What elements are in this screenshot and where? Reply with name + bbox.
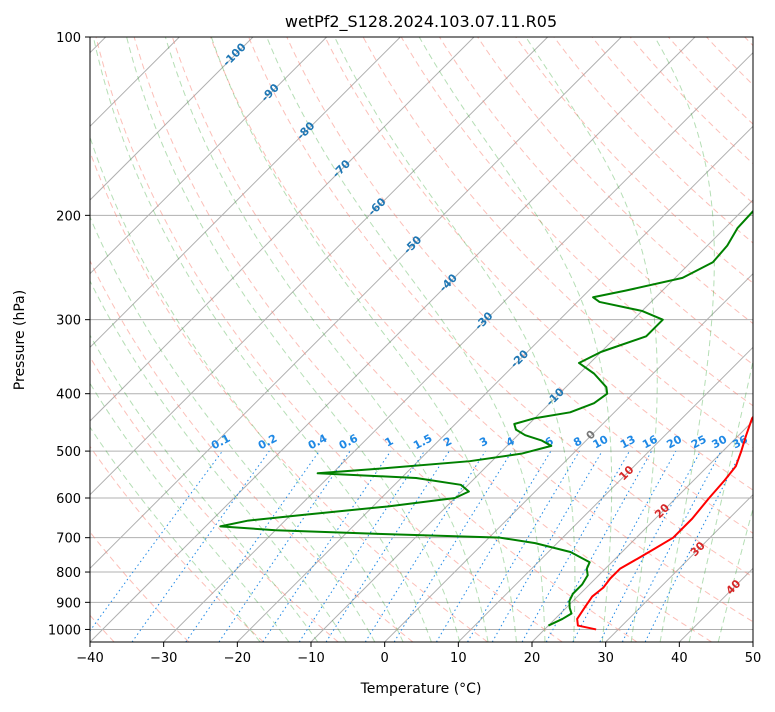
x-tick-label: 40 bbox=[671, 651, 688, 666]
x-tick-label: 30 bbox=[597, 651, 614, 666]
x-tick-label: −10 bbox=[297, 651, 324, 666]
x-tick-label: −30 bbox=[150, 651, 177, 666]
y-tick-label: 900 bbox=[56, 596, 81, 611]
x-tick-label: 10 bbox=[450, 651, 467, 666]
y-tick-label: 100 bbox=[56, 31, 81, 46]
x-tick-label: 50 bbox=[745, 651, 762, 666]
chart-title: wetPf2_S128.2024.103.07.11.R05 bbox=[285, 12, 557, 32]
x-tick-label: −20 bbox=[224, 651, 251, 666]
y-tick-label: 1000 bbox=[48, 623, 81, 638]
y-axis-label: Pressure (hPa) bbox=[12, 290, 28, 390]
x-tick-label: 0 bbox=[381, 651, 389, 666]
y-tick-label: 700 bbox=[56, 532, 81, 547]
y-tick-label: 600 bbox=[56, 492, 81, 507]
x-tick-label: −40 bbox=[76, 651, 103, 666]
x-tick-label: 20 bbox=[524, 651, 541, 666]
y-tick-label: 800 bbox=[56, 566, 81, 581]
y-tick-label: 300 bbox=[56, 314, 81, 329]
x-axis-label: Temperature (°C) bbox=[360, 681, 482, 697]
y-tick-label: 500 bbox=[56, 445, 81, 460]
y-tick-label: 400 bbox=[56, 388, 81, 403]
y-tick-label: 200 bbox=[56, 209, 81, 224]
